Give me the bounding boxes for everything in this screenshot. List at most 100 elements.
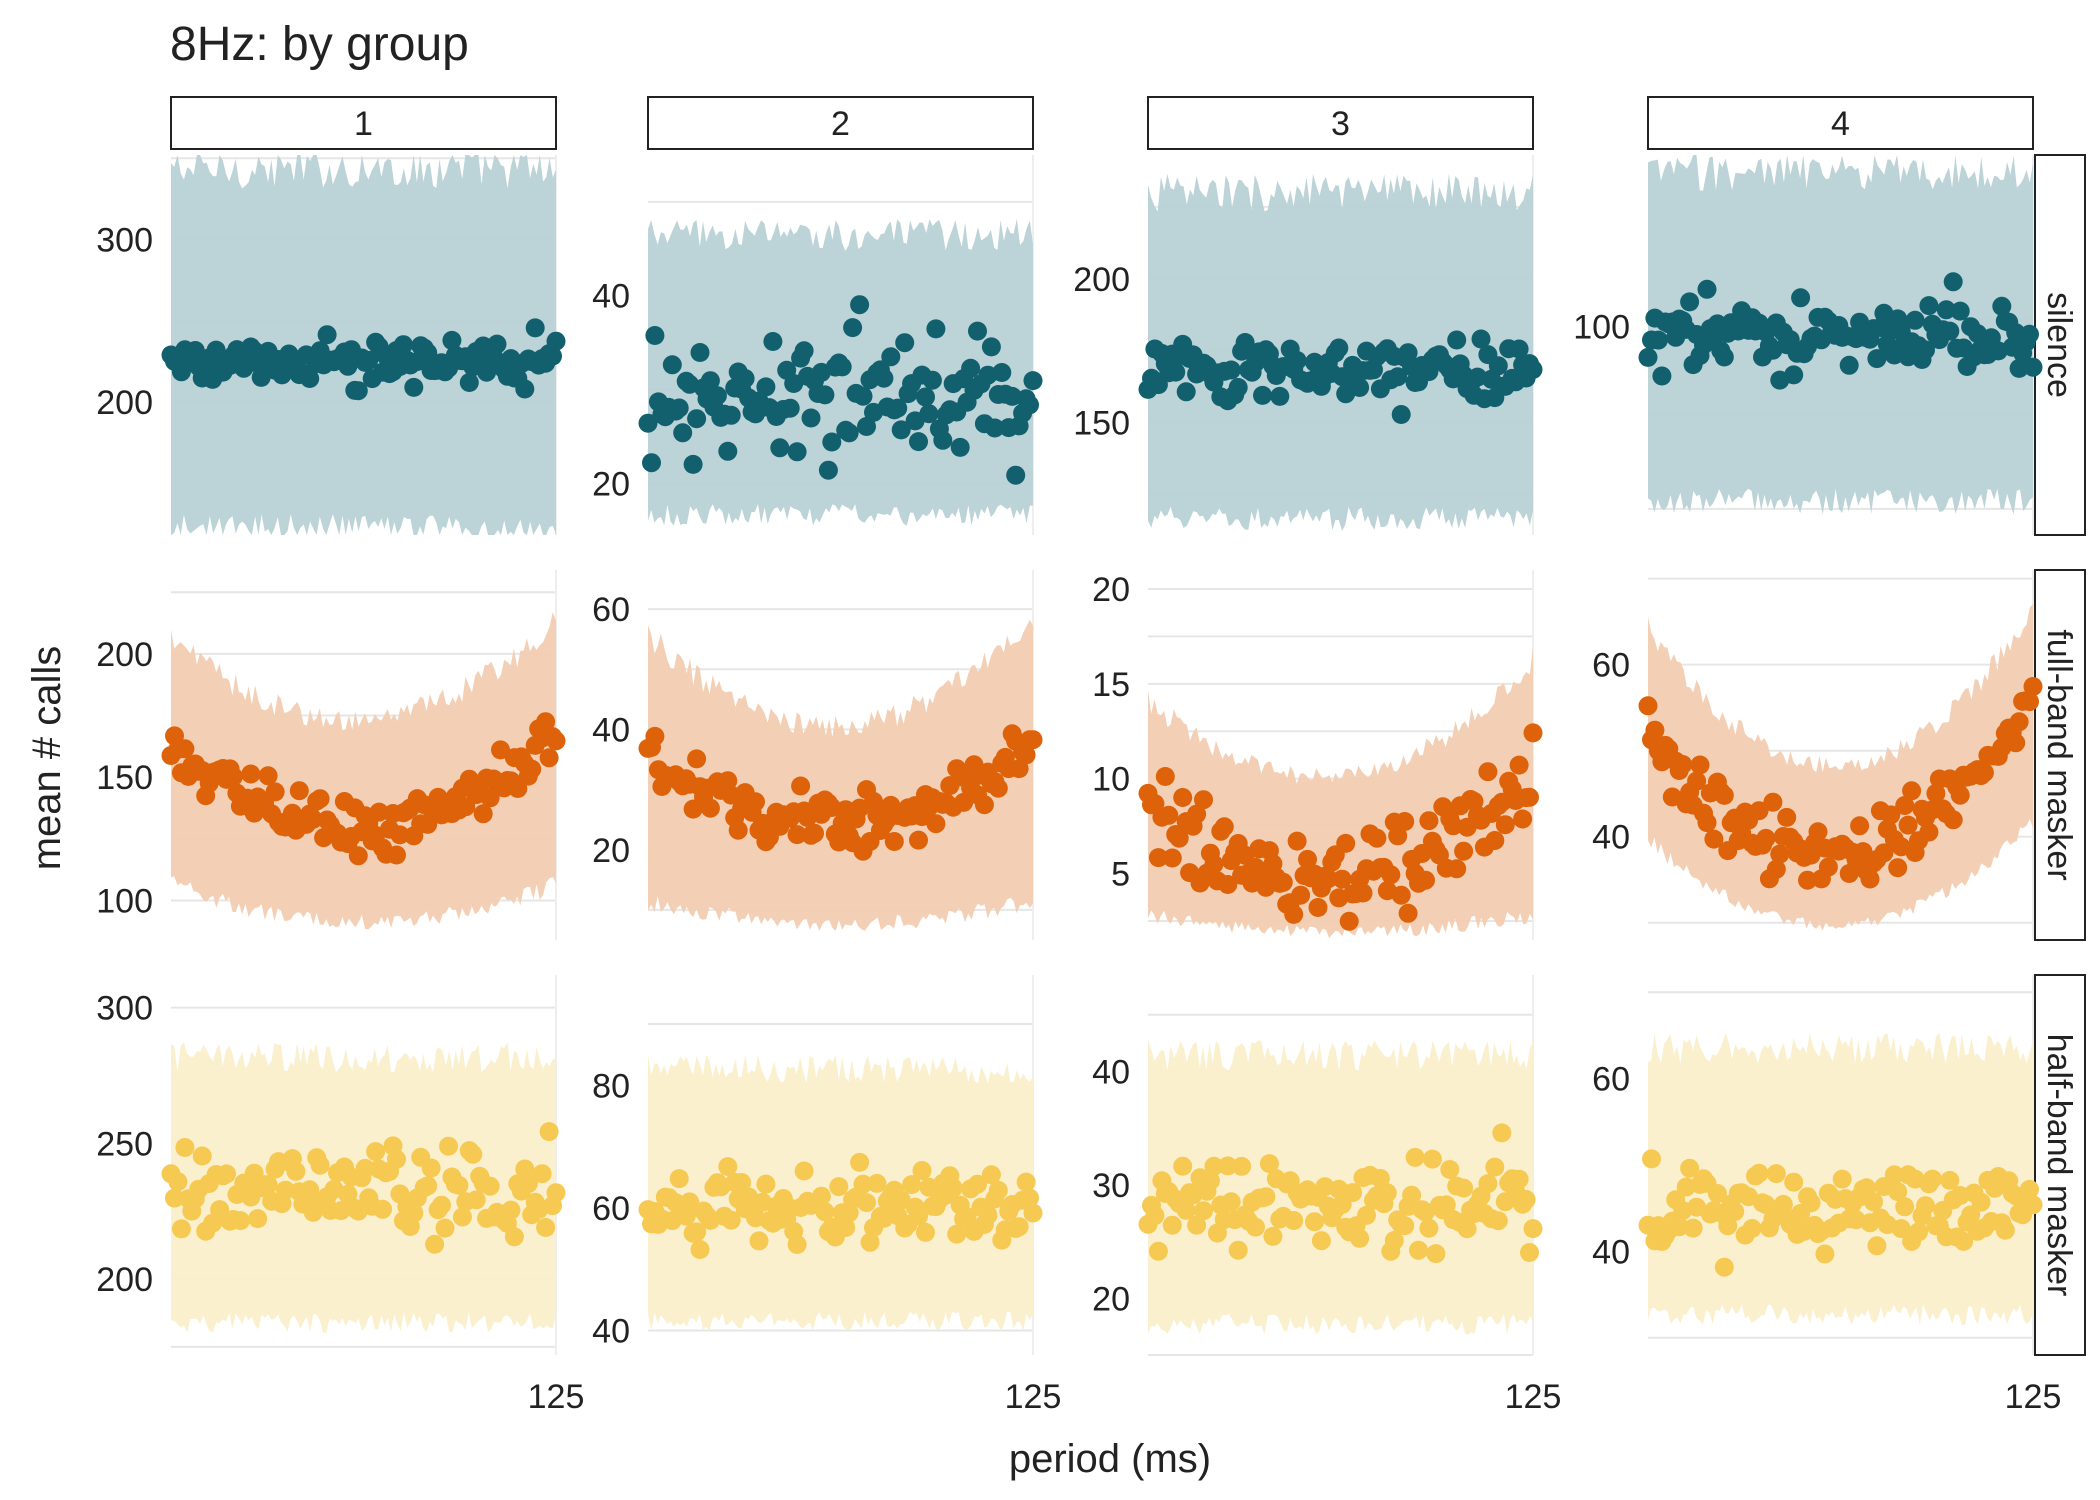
data-point: [1291, 885, 1311, 905]
data-point: [1784, 1172, 1804, 1192]
data-point: [1839, 355, 1859, 375]
data-point: [192, 1146, 212, 1166]
data-point: [171, 362, 191, 382]
data-point: [916, 387, 935, 407]
data-point: [968, 321, 987, 341]
data-point: [317, 325, 337, 345]
data-point: [2023, 1195, 2043, 1215]
data-point: [1350, 378, 1370, 397]
data-point: [1916, 1196, 1935, 1216]
data-point: [669, 398, 689, 418]
data-point: [1384, 1231, 1404, 1250]
data-point: [985, 418, 1005, 438]
row-label: silence: [2040, 292, 2078, 398]
data-point: [981, 1165, 1001, 1185]
data-point: [1218, 1156, 1238, 1176]
data-point: [1961, 1205, 1981, 1225]
data-point: [1516, 1190, 1536, 1209]
data-point: [1155, 767, 1175, 786]
facet-strip-3: 3: [1147, 96, 1534, 150]
data-point: [1888, 858, 1908, 878]
data-point: [1194, 790, 1213, 810]
data-point: [1353, 883, 1373, 903]
facet-label: 4: [1831, 105, 1850, 143]
data-point: [818, 460, 838, 480]
data-point: [1683, 1218, 1703, 1238]
y-tick-label: 100: [1573, 308, 1630, 346]
data-point: [1509, 339, 1529, 359]
data-point: [988, 778, 1008, 798]
data-point: [1895, 1197, 1915, 1217]
facet-strip-2: 2: [647, 96, 1034, 150]
panel-1-silence: 200 300: [96, 155, 566, 535]
panel-4-full-band-masker: 40 60: [1592, 570, 2043, 940]
data-point: [787, 442, 807, 462]
panel-3-silence: 150 200: [1073, 155, 1543, 535]
data-point: [791, 776, 811, 796]
data-point: [1173, 1156, 1193, 1176]
facet-strip-box: [647, 96, 1034, 150]
data-point: [1874, 843, 1894, 863]
data-point: [536, 1218, 556, 1237]
data-point: [373, 1199, 393, 1219]
data-point: [522, 759, 542, 779]
data-point: [1864, 1192, 1883, 1212]
data-point: [2020, 324, 2039, 344]
data-point: [1478, 1174, 1498, 1194]
data-point: [1974, 763, 1994, 783]
x-axis-title: period (ms): [1009, 1437, 1211, 1481]
y-tick-label: 30: [1092, 1167, 1130, 1205]
data-point: [687, 1222, 707, 1242]
row-strip-full-band-masker: full-band masker: [2034, 569, 2086, 941]
y-tick-label: 60: [592, 1190, 630, 1228]
data-point: [303, 809, 323, 829]
data-point: [1766, 1164, 1786, 1184]
data-point: [1235, 333, 1255, 352]
data-point: [756, 377, 776, 397]
data-point: [645, 326, 665, 345]
data-point: [1377, 1183, 1397, 1203]
data-point: [1447, 330, 1467, 350]
data-point: [1367, 828, 1387, 848]
data-point: [449, 1175, 469, 1195]
facet-strip-box: [170, 96, 557, 150]
y-tick-label: 200: [1073, 261, 1130, 299]
data-point: [359, 350, 379, 370]
data-point: [1305, 1212, 1324, 1232]
data-point: [539, 748, 559, 768]
y-tick-label: 200: [96, 636, 153, 674]
data-point: [902, 1175, 922, 1195]
data-point: [1905, 310, 1925, 330]
data-point: [1714, 347, 1734, 367]
data-point: [258, 766, 278, 786]
panel-1-half-band-masker: 200 250 300: [96, 975, 566, 1355]
data-point: [1492, 792, 1512, 812]
data-point: [1339, 911, 1359, 931]
data-point: [1495, 815, 1515, 835]
data-point: [1648, 330, 1668, 350]
data-point: [1673, 755, 1693, 774]
y-tick-label: 20: [1092, 571, 1130, 609]
y-tick-label: 10: [1092, 761, 1130, 799]
data-point: [421, 1158, 441, 1178]
confidence-ribbon: [171, 612, 556, 930]
data-point: [543, 346, 562, 366]
data-point: [175, 739, 195, 759]
data-point: [992, 363, 1012, 382]
data-point: [1707, 1184, 1727, 1203]
data-point: [1488, 356, 1508, 376]
data-point: [1023, 371, 1043, 391]
data-point: [1336, 833, 1356, 853]
data-point: [491, 740, 510, 760]
data-point: [452, 1207, 472, 1227]
data-point: [1187, 1215, 1207, 1235]
data-point: [1194, 1201, 1213, 1221]
data-point: [1454, 841, 1474, 861]
data-point: [638, 413, 658, 433]
data-point: [348, 381, 368, 401]
data-point: [1940, 321, 1960, 341]
data-point: [700, 371, 720, 391]
data-point: [954, 792, 974, 812]
row-strip-box: [2034, 154, 2086, 536]
data-point: [1162, 1215, 1182, 1235]
